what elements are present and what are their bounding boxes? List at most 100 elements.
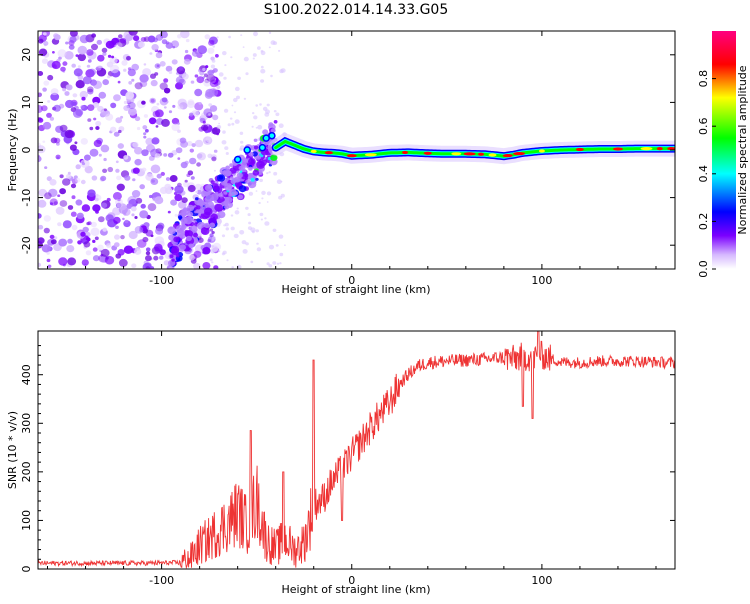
faint-speckle-863 (266, 201, 269, 203)
faint-speckle-746 (227, 123, 231, 127)
cb-tick-label-0: 0.0 (697, 260, 710, 278)
noise-speckle-275 (154, 63, 161, 69)
faint-speckle-760 (231, 104, 234, 107)
transition-blob-1258 (218, 175, 224, 180)
noise-speckle-112 (70, 183, 77, 189)
noise-speckle-146 (89, 126, 94, 131)
noise-speckle-641 (82, 226, 89, 233)
ridge-hotspot-11 (513, 152, 526, 156)
cb-tick-label-2: 0.4 (697, 165, 710, 183)
noise-speckle-664 (92, 247, 98, 252)
noise-speckle-543 (80, 138, 89, 145)
noise-speckle-686 (86, 64, 91, 68)
noise-speckle-506 (154, 243, 163, 252)
transition-blob-1174 (256, 155, 261, 160)
snr-ylabel: SNR (10 * v/v) (6, 411, 19, 489)
noise-speckle-365 (168, 70, 173, 74)
faint-speckle-803 (257, 124, 263, 130)
faint-speckle-834 (261, 197, 264, 200)
faint-speckle-876 (270, 74, 273, 78)
noise-speckle-200 (102, 79, 109, 86)
transition-blob-1175 (253, 145, 259, 150)
transition-blob-1106 (210, 180, 215, 185)
faint-speckle-874 (252, 57, 255, 60)
noise-speckle-186 (105, 113, 114, 121)
noise-speckle-551 (181, 197, 188, 204)
noise-speckle-238 (149, 266, 155, 269)
ridge-hotspot-3 (364, 153, 377, 157)
noise-speckle-622 (87, 189, 96, 197)
noise-speckle-602 (53, 104, 61, 112)
transition-blob-1215 (252, 169, 260, 176)
noise-speckle-395 (98, 91, 107, 99)
noise-speckle-658 (197, 45, 207, 55)
noise-speckle-659 (119, 37, 127, 44)
faint-speckle-877 (279, 262, 282, 265)
faint-speckle-813 (284, 244, 286, 246)
snr-line (38, 331, 675, 569)
noise-speckle-394 (110, 102, 117, 109)
feature-blob-1 (268, 131, 276, 140)
snr-marks (38, 331, 675, 569)
transition-blob-1191 (197, 198, 203, 204)
faint-speckle-790 (211, 59, 216, 63)
noise-speckle-603 (156, 102, 160, 106)
noise-speckle-184 (196, 189, 202, 195)
noise-speckle-529 (87, 104, 95, 111)
noise-speckle-458 (194, 74, 199, 78)
transition-blob-1250 (179, 244, 186, 251)
faint-speckle-873 (208, 103, 213, 107)
noise-speckle-598 (172, 46, 176, 49)
noise-speckle-707 (191, 50, 200, 57)
faint-speckle-856 (255, 190, 258, 192)
transition-blob-1232 (167, 226, 176, 235)
transition-blob-1230 (209, 222, 216, 228)
noise-speckle-293 (196, 76, 205, 84)
noise-speckle-95 (80, 159, 90, 168)
noise-speckle-680 (113, 216, 121, 224)
faint-speckle-868 (218, 72, 224, 77)
noise-speckle-576 (66, 173, 72, 179)
transition-blob-1210 (259, 163, 263, 168)
noise-speckle-451 (42, 32, 47, 36)
noise-speckle-682 (136, 239, 147, 248)
faint-speckle-801 (216, 36, 219, 39)
noise-speckle-522 (156, 173, 162, 179)
noise-speckle-403 (55, 206, 65, 215)
noise-speckle-230 (46, 251, 50, 255)
noise-speckle-473 (134, 146, 143, 155)
noise-speckle-594 (150, 178, 159, 185)
noise-speckle-167 (71, 224, 78, 231)
bot-ytick-label-4: 400 (20, 364, 33, 385)
faint-speckle-794 (236, 207, 239, 210)
noise-speckle-422 (92, 102, 100, 108)
noise-speckle-89 (120, 235, 125, 240)
faint-speckle-736 (240, 34, 243, 36)
transition-blob-1134 (195, 209, 201, 213)
noise-speckle-101 (59, 188, 66, 195)
noise-speckle-328 (153, 255, 159, 261)
noise-speckle-420 (106, 61, 114, 68)
noise-speckle-304 (195, 190, 198, 194)
faint-speckle-740 (233, 233, 239, 239)
faint-speckle-765 (266, 172, 269, 175)
noise-speckle-464 (83, 241, 91, 248)
ridge-hotspot-1 (324, 151, 333, 155)
noise-speckle-564 (178, 78, 186, 86)
noise-speckle-444 (68, 44, 75, 50)
transition-blob-969 (262, 129, 269, 135)
transition-blob-1123 (259, 171, 263, 175)
transition-blob-1204 (238, 165, 244, 171)
noise-speckle-279 (116, 183, 125, 191)
noise-speckle-535 (163, 153, 168, 157)
noise-speckle-649 (198, 102, 202, 105)
noise-speckle-416 (131, 263, 137, 269)
ridge-hotspot-6 (451, 152, 462, 156)
noise-speckle-490 (126, 56, 131, 61)
noise-speckle-691 (147, 35, 156, 43)
transition-blob-904 (273, 120, 278, 124)
noise-speckle-623 (73, 68, 83, 77)
noise-speckle-670 (177, 98, 187, 107)
noise-speckle-574 (121, 60, 128, 66)
